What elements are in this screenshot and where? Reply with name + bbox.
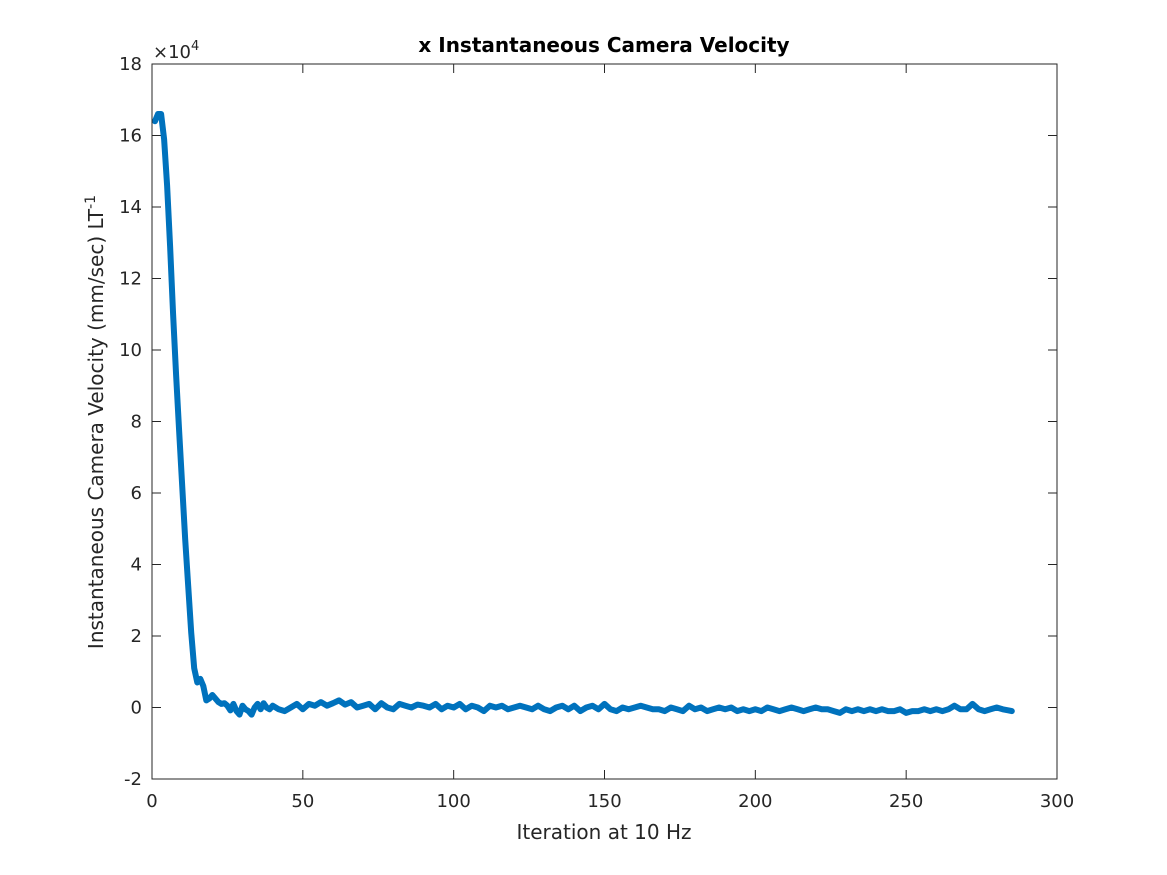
x-axis-label: Iteration at 10 Hz <box>517 820 692 844</box>
x-tick-label: 0 <box>146 791 157 812</box>
series-line-x-velocity <box>152 111 1015 718</box>
y-tick-label: -2 <box>124 769 142 790</box>
y-exponent-base: ×10 <box>153 42 191 63</box>
y-tick-label: 12 <box>119 269 142 290</box>
plot-area <box>152 64 1057 779</box>
x-tick-label: 250 <box>889 791 923 812</box>
y-tick-label: 6 <box>131 483 142 504</box>
y-tick-label: 2 <box>131 626 142 647</box>
y-tick-label: 14 <box>119 197 142 218</box>
y-tick-label: 18 <box>119 54 142 75</box>
chart-title: x Instantaneous Camera Velocity <box>418 33 789 57</box>
y-axis-label-superscript: -1 <box>83 195 99 209</box>
y-exponent-power: 4 <box>191 39 199 54</box>
x-tick-label: 300 <box>1040 791 1074 812</box>
y-tick-label: 16 <box>119 126 142 147</box>
y-axis-label-text: Instantaneous Camera Velocity (mm/sec) L… <box>84 208 108 649</box>
y-tick-label: 0 <box>131 698 142 719</box>
x-tick-label: 50 <box>291 791 314 812</box>
y-tick-label: 4 <box>131 555 142 576</box>
x-tick-label: 200 <box>738 791 772 812</box>
x-tick-label: 100 <box>436 791 470 812</box>
axes-box <box>151 63 1058 780</box>
y-tick-label: 10 <box>119 340 142 361</box>
x-tick-label: 150 <box>587 791 621 812</box>
y-axis-exponent: ×104 <box>153 39 199 63</box>
y-tick-label: 8 <box>131 412 142 433</box>
y-axis-label: Instantaneous Camera Velocity (mm/sec) L… <box>83 195 108 649</box>
